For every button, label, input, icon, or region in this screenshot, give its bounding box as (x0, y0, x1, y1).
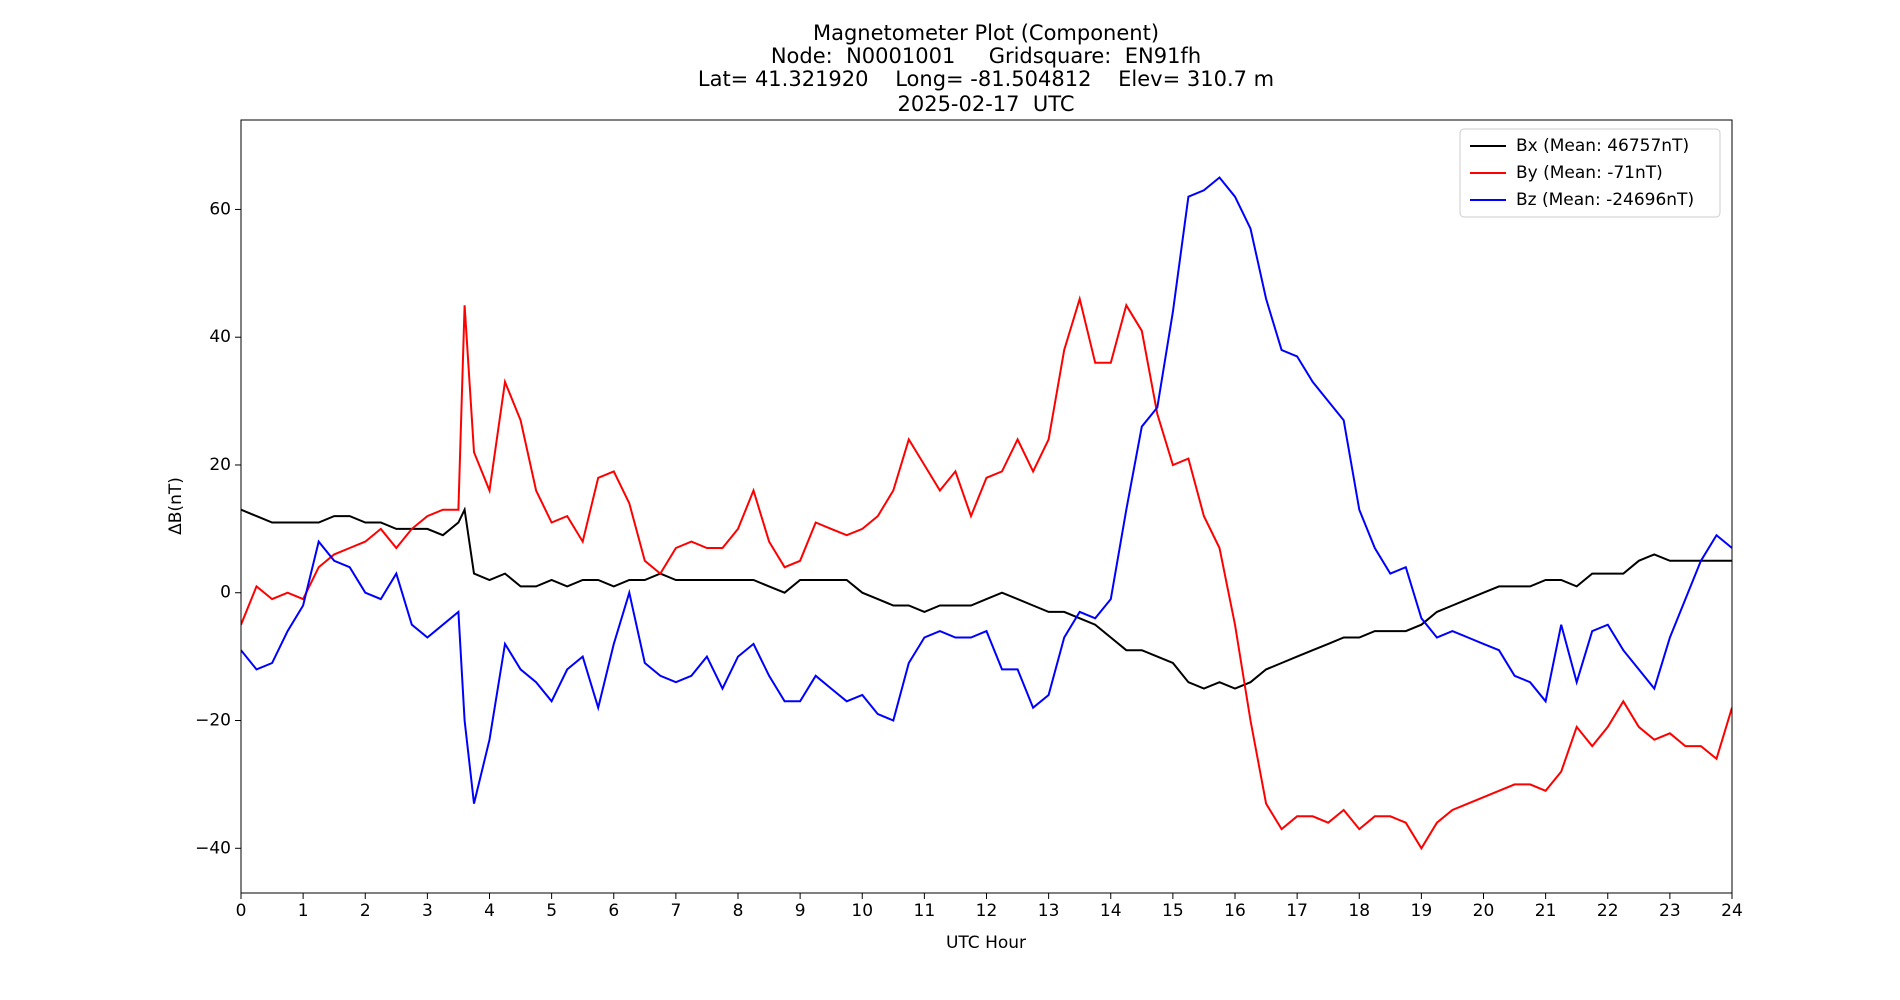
x-tick-label: 6 (608, 901, 619, 921)
chart-subtitle: 2025-02-17 UTC (897, 92, 1074, 116)
chart-subtitle: Lat= 41.321920 Long= -81.504812 Elev= 31… (698, 67, 1274, 91)
data-line (241, 506, 1732, 690)
y-tick-label: 40 (209, 327, 231, 347)
x-tick-label: 24 (1721, 901, 1743, 921)
x-tick-label: 12 (976, 901, 998, 921)
x-tick-label: 8 (733, 901, 744, 921)
x-tick-label: 19 (1411, 901, 1433, 921)
data-line (241, 295, 1732, 851)
x-tick-label: 9 (795, 901, 806, 921)
x-tick-label: 5 (546, 901, 557, 921)
x-tick-label: 20 (1473, 901, 1495, 921)
y-tick-label: −40 (195, 838, 231, 858)
x-tick-label: 15 (1162, 901, 1184, 921)
y-tick-label: −20 (195, 711, 231, 731)
x-tick-label: 2 (360, 901, 371, 921)
x-axis-label: UTC Hour (946, 933, 1026, 953)
data-line (241, 176, 1732, 804)
chart-title: Magnetometer Plot (Component) (813, 21, 1159, 45)
x-tick-label: 0 (236, 901, 247, 921)
legend-label: By (Mean: -71nT) (1516, 163, 1663, 183)
x-tick-label: 18 (1348, 901, 1370, 921)
x-tick-label: 23 (1659, 901, 1681, 921)
y-tick-label: 0 (220, 583, 231, 603)
x-tick-label: 21 (1535, 901, 1557, 921)
x-tick-label: 1 (298, 901, 309, 921)
legend-label: Bx (Mean: 46757nT) (1516, 136, 1689, 156)
y-tick-label: 20 (209, 455, 231, 475)
x-tick-label: 13 (1038, 901, 1060, 921)
x-tick-label: 4 (484, 901, 495, 921)
x-tick-label: 11 (914, 901, 936, 921)
x-tick-label: 16 (1224, 901, 1246, 921)
legend-label: Bz (Mean: -24696nT) (1516, 190, 1694, 210)
y-tick-label: 60 (209, 199, 231, 219)
chart-subtitle: Node: N0001001 Gridsquare: EN91fh (771, 44, 1201, 68)
x-tick-label: 22 (1597, 901, 1619, 921)
x-tick-label: 7 (670, 901, 681, 921)
x-tick-label: 14 (1100, 901, 1122, 921)
x-tick-label: 3 (422, 901, 433, 921)
plot-frame (240, 119, 1733, 894)
y-axis-label: ΔB(nT) (166, 477, 186, 535)
x-tick-label: 10 (851, 901, 873, 921)
x-tick-label: 17 (1286, 901, 1308, 921)
legend-box (1459, 128, 1721, 218)
